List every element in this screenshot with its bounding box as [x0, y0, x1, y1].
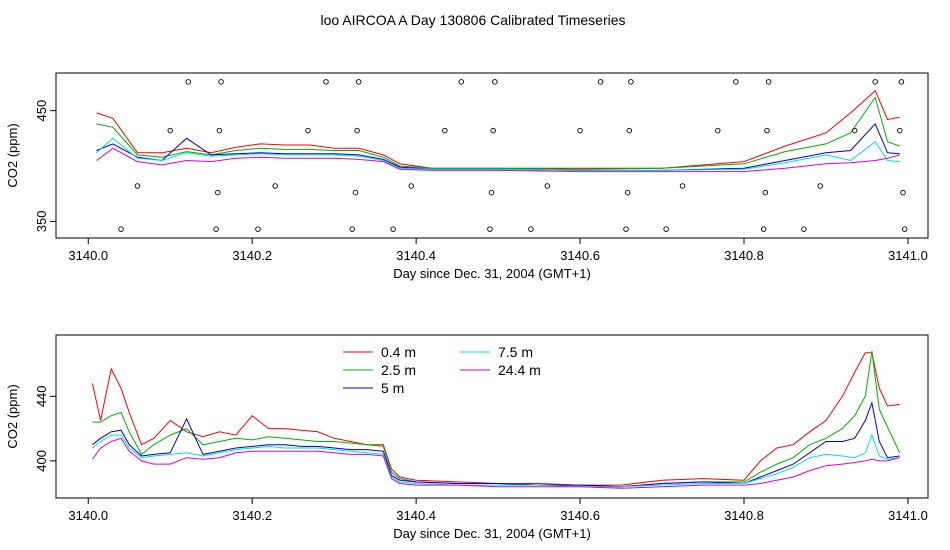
top-series-line-1 [96, 96, 900, 170]
top-scatter-point [215, 189, 221, 196]
top-scatter-point [544, 183, 551, 189]
top-scatter-point [898, 79, 905, 85]
bottom-x-tick-label: 3140.8 [724, 508, 764, 523]
top-scatter-point [134, 183, 141, 189]
top-scatter-point [458, 79, 464, 85]
top-x-axis-label: Day since Dec. 31, 2004 (GMT+1) [393, 266, 591, 281]
top-x-tick-label: 3141.0 [888, 248, 928, 263]
bottom-x-tick-label: 3141.0 [888, 508, 928, 523]
top-plot-frame [55, 72, 929, 239]
top-y-tick-label: 450 [34, 100, 49, 122]
top-scatter-point [764, 127, 770, 134]
top-series-line-4 [96, 147, 900, 173]
top-scatter-point [487, 226, 493, 232]
top-scatter-point [492, 79, 498, 85]
top-scatter-point [624, 189, 631, 196]
top-scatter-point [872, 79, 878, 85]
top-x-tick-label: 3140.8 [724, 248, 764, 263]
top-scatter-point [167, 127, 173, 134]
top-scatter-point [901, 226, 908, 232]
top-scatter-point [255, 226, 261, 232]
top-scatter-point [597, 79, 604, 85]
top-series-line-2 [96, 122, 900, 171]
top-scatter-point [626, 127, 633, 134]
top-scatter-point [663, 226, 669, 232]
bottom-panel: 3140.0 3140.2 3140.4 3140.6 3140.8 3141.0 Day … [5, 334, 929, 541]
top-scatter-point [390, 226, 396, 232]
bottom-series-line-2 [92, 400, 900, 488]
top-panel: 3140.0 3140.2 3140.4 3140.6 3140.8 3141.0 Day … [5, 72, 929, 281]
top-x-tick-label: 3140.0 [68, 248, 108, 263]
top-scatter-point [323, 79, 329, 85]
bottom-y-axis-label: CO2 (ppm) [5, 384, 20, 448]
bottom-series-line-0 [91, 352, 900, 486]
top-scatter-point [356, 79, 362, 85]
top-scatter-point [218, 79, 224, 85]
top-scatter-point [760, 226, 767, 232]
top-scatter-point [408, 183, 414, 189]
top-series-line-0 [96, 89, 900, 169]
top-x-tick-label: 3140.4 [396, 248, 436, 263]
bottom-y-tick-label: 400 [34, 450, 49, 472]
top-scatter-point [817, 183, 823, 189]
bottom-series-line-1 [92, 351, 901, 488]
bottom-series-line-3 [92, 433, 900, 488]
bottom-y-tick-label: 440 [34, 385, 49, 407]
bottom-x-tick-label: 3140.0 [68, 508, 108, 523]
top-scatter-point [490, 127, 496, 134]
legend-label-4: 24.4 m [498, 362, 541, 378]
top-scatter-point [623, 226, 629, 232]
top-scatter-point [442, 127, 448, 134]
top-scatter-point [352, 189, 359, 196]
top-scatter-point [896, 127, 903, 134]
top-scatter-point [272, 183, 278, 189]
top-scatter-point [765, 79, 772, 85]
top-scatter-point [216, 127, 223, 134]
legend-label-3: 7.5 m [498, 344, 533, 360]
bottom-x-axis-label: Day since Dec. 31, 2004 (GMT+1) [393, 526, 591, 541]
top-scatter-point [715, 127, 721, 134]
top-scatter-point [762, 189, 769, 196]
top-scatter-point [851, 127, 858, 134]
legend-label-0: 0.4 m [381, 344, 416, 360]
top-scatter-point [577, 127, 583, 134]
top-scatter-point [733, 79, 739, 85]
top-scatter-point [488, 189, 495, 196]
figure-title: loo AIRCOA A Day 130806 Calibrated Times… [320, 12, 625, 28]
legend-label-1: 2.5 m [381, 362, 416, 378]
top-scatter-point [354, 127, 360, 134]
top-scatter-point [213, 226, 219, 232]
bottom-x-tick-label: 3140.2 [232, 508, 272, 523]
top-scatter-point [801, 226, 807, 232]
top-scatter-point [305, 127, 311, 134]
top-x-tick-label: 3140.2 [232, 248, 272, 263]
top-x-tick-label: 3140.6 [560, 248, 600, 263]
bottom-plot-frame [55, 334, 929, 499]
top-y-tick-label: 350 [34, 211, 49, 233]
top-series-line-3 [96, 137, 900, 171]
top-scatter-point [628, 79, 634, 85]
top-y-axis-label: CO2 (ppm) [5, 123, 20, 187]
top-scatter-point [679, 183, 686, 189]
top-scatter-point [185, 79, 192, 85]
bottom-x-tick-label: 3140.6 [560, 508, 600, 523]
bottom-x-tick-label: 3140.4 [396, 508, 436, 523]
top-scatter-point [900, 189, 906, 196]
top-scatter-point [528, 226, 534, 232]
legend-label-2: 5 m [381, 380, 404, 396]
top-scatter-point [349, 226, 355, 232]
bottom-series-line-4 [91, 437, 900, 489]
top-scatter-point [118, 226, 124, 232]
